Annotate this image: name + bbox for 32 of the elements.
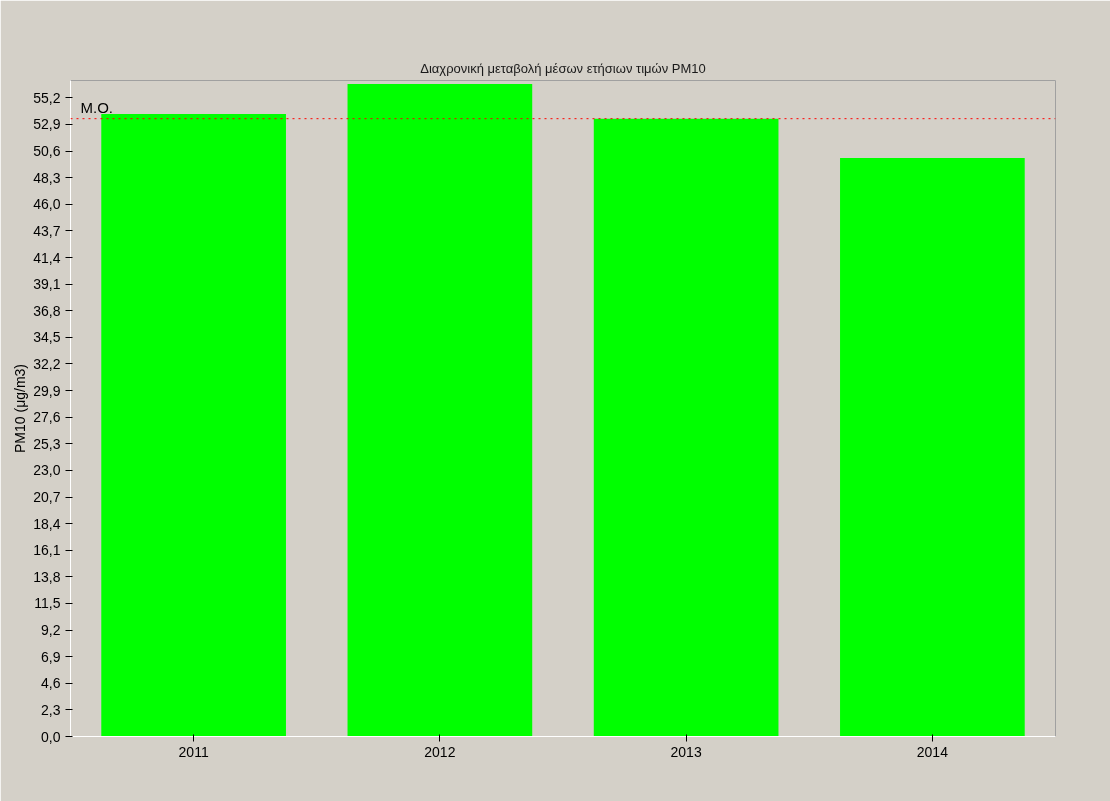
y-tick-label: 13,8 — [33, 568, 61, 585]
y-tick-label: 55,2 — [33, 89, 61, 106]
y-tick-label: 34,5 — [33, 329, 61, 346]
y-tick-label: 50,6 — [33, 143, 61, 160]
ref-line-label: M.O. — [80, 98, 113, 116]
y-tick-label: 9,2 — [41, 622, 61, 639]
y-tick-label: 6,9 — [41, 648, 61, 665]
y-tick-label: 36,8 — [33, 302, 61, 319]
chart-title: Διαχρονική μεταβολή μέσων ετήσιων τιμών PM10 — [420, 60, 706, 76]
y-tick-label: 0,0 — [41, 728, 61, 745]
y-tick-label: 25,3 — [33, 435, 61, 452]
y-tick-label: 27,6 — [33, 409, 61, 426]
y-tick-label: 18,4 — [33, 515, 61, 532]
y-tick-label: 4,6 — [41, 675, 61, 692]
y-tick-label: 52,9 — [33, 116, 61, 133]
y-tick-label: 23,0 — [33, 462, 61, 479]
x-tick-label: 2011 — [178, 743, 209, 760]
y-tick-label: 39,1 — [33, 276, 61, 293]
y-tick-label: 46,0 — [33, 196, 61, 213]
y-axis-title: PM10 (μg/m3) — [12, 364, 29, 453]
y-tick-label: 41,4 — [33, 249, 61, 266]
x-tick-label: 2014 — [916, 743, 949, 760]
x-tick-label: 2012 — [424, 743, 456, 760]
y-tick-label: 2,3 — [41, 701, 61, 718]
x-tick-label: 2013 — [670, 743, 702, 760]
y-tick-label: 16,1 — [33, 542, 61, 559]
y-tick-label: 20,7 — [33, 489, 61, 506]
y-tick-label: 11,5 — [34, 595, 61, 612]
y-tick-label: 43,7 — [33, 222, 61, 239]
y-tick-label: 32,2 — [33, 355, 61, 372]
y-tick-label: 29,9 — [33, 382, 61, 399]
y-tick-label: 48,3 — [33, 169, 61, 186]
